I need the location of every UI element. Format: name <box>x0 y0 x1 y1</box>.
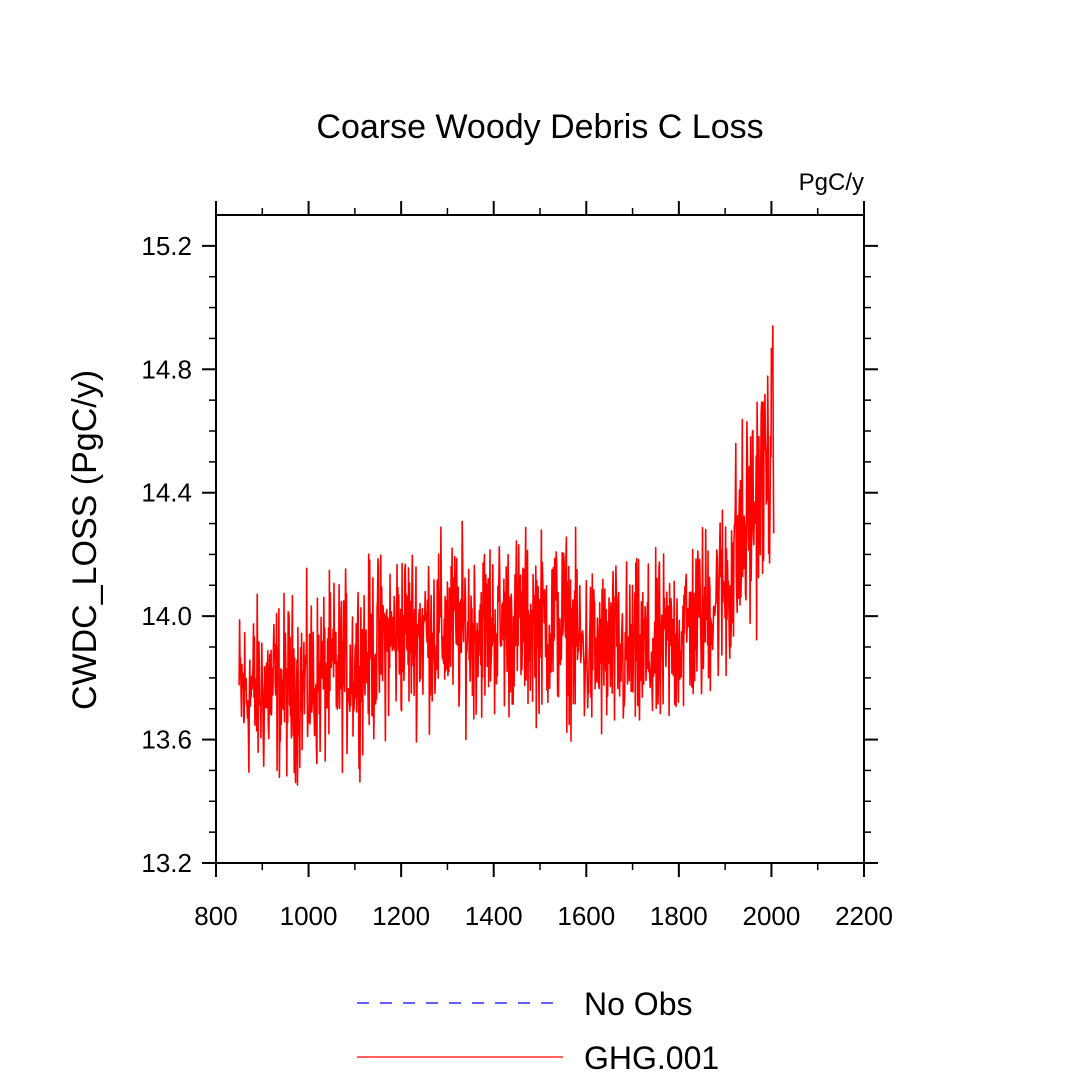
x-tick-label: 2000 <box>743 901 801 931</box>
y-tick-label: 14.8 <box>141 354 192 384</box>
legend-label-no-obs: No Obs <box>584 986 692 1022</box>
x-tick-label: 1000 <box>280 901 338 931</box>
series-line-ghg-001 <box>238 325 775 786</box>
tick-layer <box>202 201 878 877</box>
y-tick-label: 14.0 <box>141 601 192 631</box>
x-tick-label: 1200 <box>372 901 430 931</box>
x-tick-label: 1600 <box>557 901 615 931</box>
y-tick-label: 13.2 <box>141 848 192 878</box>
units-label: PgC/y <box>799 169 864 196</box>
plot-frame <box>215 214 865 864</box>
legend: No Obs GHG.001 <box>357 986 719 1076</box>
y-tick-label: 15.2 <box>141 231 192 261</box>
y-axis-label: CWDC_LOSS (PgC/y) <box>66 370 104 710</box>
y-tick-labels: 13.2 13.6 14.0 14.4 14.8 15.2 <box>141 231 192 878</box>
x-tick-labels: 800 1000 1200 1400 1600 1800 2000 2200 <box>194 901 893 931</box>
chart-title: Coarse Woody Debris C Loss <box>316 108 763 146</box>
y-tick-label: 14.4 <box>141 478 192 508</box>
series-layer <box>238 325 775 786</box>
x-tick-label: 2200 <box>835 901 893 931</box>
x-tick-label: 800 <box>194 901 237 931</box>
x-tick-label: 1800 <box>650 901 708 931</box>
legend-label-ghg: GHG.001 <box>584 1040 719 1076</box>
x-tick-label: 1400 <box>465 901 523 931</box>
y-tick-label: 13.6 <box>141 725 192 755</box>
